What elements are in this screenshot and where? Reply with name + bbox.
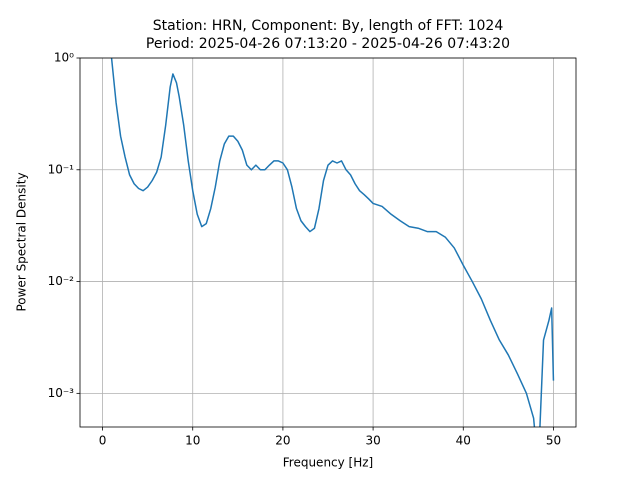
x-tick-label: 30 xyxy=(365,434,380,448)
x-tick-label: 40 xyxy=(456,434,471,448)
data-line xyxy=(110,58,555,427)
y-axis-label: Power Spectral Density xyxy=(15,172,29,311)
x-tick-label: 20 xyxy=(275,434,290,448)
chart-title: Station: HRN, Component: By, length of F… xyxy=(153,18,504,34)
y-tick-label: 10⁻³ xyxy=(48,386,75,400)
x-axis-label: Frequency [Hz] xyxy=(283,456,374,470)
plot-frame xyxy=(79,57,577,428)
y-tick-label: 10⁻² xyxy=(48,274,75,288)
y-tick-label: 10⁻¹ xyxy=(48,162,75,176)
x-tick-label: 0 xyxy=(99,434,107,448)
x-tick-label: 10 xyxy=(185,434,200,448)
chart-subtitle: Period: 2025-04-26 07:13:20 - 2025-04-26… xyxy=(146,36,510,52)
y-tick-label: 10⁰ xyxy=(54,51,74,65)
x-tick-label: 50 xyxy=(546,434,561,448)
